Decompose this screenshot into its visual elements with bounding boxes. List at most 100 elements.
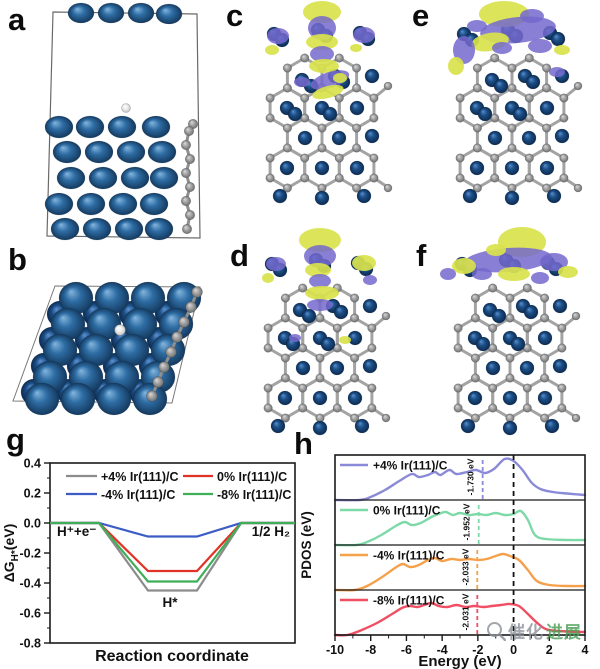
charge-accumulation-blob <box>558 266 578 278</box>
g-ytick-label: 0.4 <box>24 457 41 471</box>
g-ytick-label: 0.2 <box>24 487 41 501</box>
h-xtick-label: -2 <box>472 643 483 657</box>
h-xtick-label: 0 <box>510 643 517 657</box>
d-band-center-label: -2.033 eV <box>460 548 470 585</box>
charge-depletion-blob <box>492 42 512 54</box>
charge-accumulation-blob <box>312 84 344 100</box>
charge-accumulation-blob <box>339 336 351 344</box>
charge-accumulation-blob <box>305 263 331 277</box>
panel-label-f: f <box>416 238 427 273</box>
charge-accumulation-blob <box>265 45 279 55</box>
charge-depletion-blob <box>540 253 568 271</box>
pdos-legend-label: -8% Ir(111)/C <box>373 594 445 608</box>
pdos-curve--4% Ir(111)/C <box>333 552 587 592</box>
charge-accumulation-blob <box>448 57 464 75</box>
pdos-curve-0% Ir(111)/C <box>333 509 587 547</box>
pdos-curve--8% Ir(111)/C <box>333 601 587 637</box>
panel-d-isosurface <box>262 228 391 436</box>
h-xtick-label: -4 <box>437 643 448 657</box>
pdos-legend-label: -4% Ir(111)/C <box>373 549 445 563</box>
panel-label-g: g <box>6 422 25 457</box>
charge-depletion-blob <box>294 77 310 87</box>
h-xtick-label: 2 <box>546 643 553 657</box>
h-xtick-label: 4 <box>582 643 589 657</box>
charge-accumulation-blob <box>498 267 530 281</box>
charge-accumulation-blob <box>452 258 476 274</box>
pdos-chart: +4% Ir(111)/C -1.730 eV 0% Ir(111)/C -1.952… <box>299 454 589 669</box>
charge-depletion-blob <box>289 334 301 342</box>
g-ytick-label: -0.6 <box>19 607 41 621</box>
charge-depletion-blob <box>309 274 331 288</box>
g-ytick-label: 0.0 <box>24 517 41 531</box>
charge-depletion-blob <box>308 16 336 40</box>
charge-depletion-blob <box>531 272 549 284</box>
charge-accumulation-blob <box>299 228 341 252</box>
charge-accumulation-blob <box>352 255 376 271</box>
g-legend-label: +4% Ir(111)/C <box>101 470 178 484</box>
watermark-text-gray: 催化 <box>508 623 544 642</box>
g-series--8% Ir(111)/C <box>50 521 295 583</box>
charge-depletion-blob <box>464 247 552 273</box>
d-band-center-label: -1.952 eV <box>462 503 472 540</box>
h-xtick-label: -6 <box>401 643 412 657</box>
panel-label-c: c <box>226 0 244 33</box>
h-xtick-label: -8 <box>365 643 376 657</box>
charge-depletion-blob <box>363 275 377 285</box>
g-legend-label: -8% Ir(111)/C <box>217 488 291 502</box>
charge-depletion-blob <box>353 27 375 43</box>
panel-label-d: d <box>230 238 249 273</box>
panel-a-structure <box>44 2 201 241</box>
d-band-center-label: -2.031 eV <box>460 593 470 630</box>
watermark: 催化 进展 <box>486 618 582 643</box>
g-state-initial: H⁺+e⁻ <box>57 524 96 539</box>
magnifier-icon <box>487 621 506 641</box>
g-ylabel: ΔGH*(eV) <box>1 524 21 583</box>
charge-accumulation-blob <box>303 1 341 23</box>
panel-label-e: e <box>412 0 430 33</box>
d-band-center-label: -1.730 eV <box>466 458 476 495</box>
charge-depletion-blob <box>267 28 289 44</box>
pdos-legend-label: 0% Ir(111)/C <box>373 504 441 518</box>
pdos-legend-label: +4% Ir(111)/C <box>373 459 448 473</box>
charge-accumulation-blob <box>262 273 274 283</box>
charge-accumulation-blob <box>333 73 347 83</box>
charge-depletion-blob <box>440 268 456 280</box>
charge-depletion-blob <box>304 245 336 267</box>
charge-accumulation-blob <box>350 44 362 52</box>
charge-accumulation-blob <box>306 34 338 50</box>
panel-label-b: b <box>8 242 27 277</box>
g-ytick-label: -0.2 <box>19 547 41 561</box>
charge-depletion-blob <box>310 46 334 62</box>
panel-label-a: a <box>8 2 26 37</box>
panel-b-structure <box>12 281 203 416</box>
g-state-final: 1/2 H₂ <box>252 524 290 539</box>
panel-f-isosurface <box>440 227 581 436</box>
charge-depletion-blob <box>520 9 544 23</box>
g-legend-label: 0% Ir(111)/C <box>217 470 287 484</box>
h-xtick-label: -10 <box>326 643 344 657</box>
free-energy-diagram: 0.4 0.2 0.0 -0.2 -0.4 -0.6 -0.8 ΔGH*(eV) +4% Ir(… <box>1 457 296 665</box>
charge-depletion-blob <box>549 67 565 77</box>
charge-depletion-blob <box>467 20 487 32</box>
charge-accumulation-blob <box>486 244 506 256</box>
g-ytick-label: -0.8 <box>19 637 41 651</box>
g-xlabel: Reaction coordinate <box>95 648 249 665</box>
charge-depletion-blob <box>453 36 475 64</box>
h-ylabel: PDOS (eV) <box>299 511 314 579</box>
charge-accumulation-blob <box>554 45 570 55</box>
watermark-text-green: 进展 <box>546 623 582 642</box>
charge-depletion-blob <box>472 268 492 280</box>
panel-c-isosurface <box>265 1 393 206</box>
g-legend-label: -4% Ir(111)/C <box>101 488 175 502</box>
pdos-curve-+4% Ir(111)/C <box>333 457 587 502</box>
g-ytick-label: -0.4 <box>19 577 41 591</box>
charge-depletion-blob <box>307 299 333 311</box>
panel-label-h: h <box>294 426 313 461</box>
g-state-adsorbed: H* <box>162 595 178 610</box>
charge-accumulation-blob <box>309 59 339 73</box>
charge-accumulation-blob <box>305 286 339 300</box>
h-xlabel: Energy (eV) <box>418 653 501 669</box>
charge-depletion-blob <box>528 39 552 53</box>
